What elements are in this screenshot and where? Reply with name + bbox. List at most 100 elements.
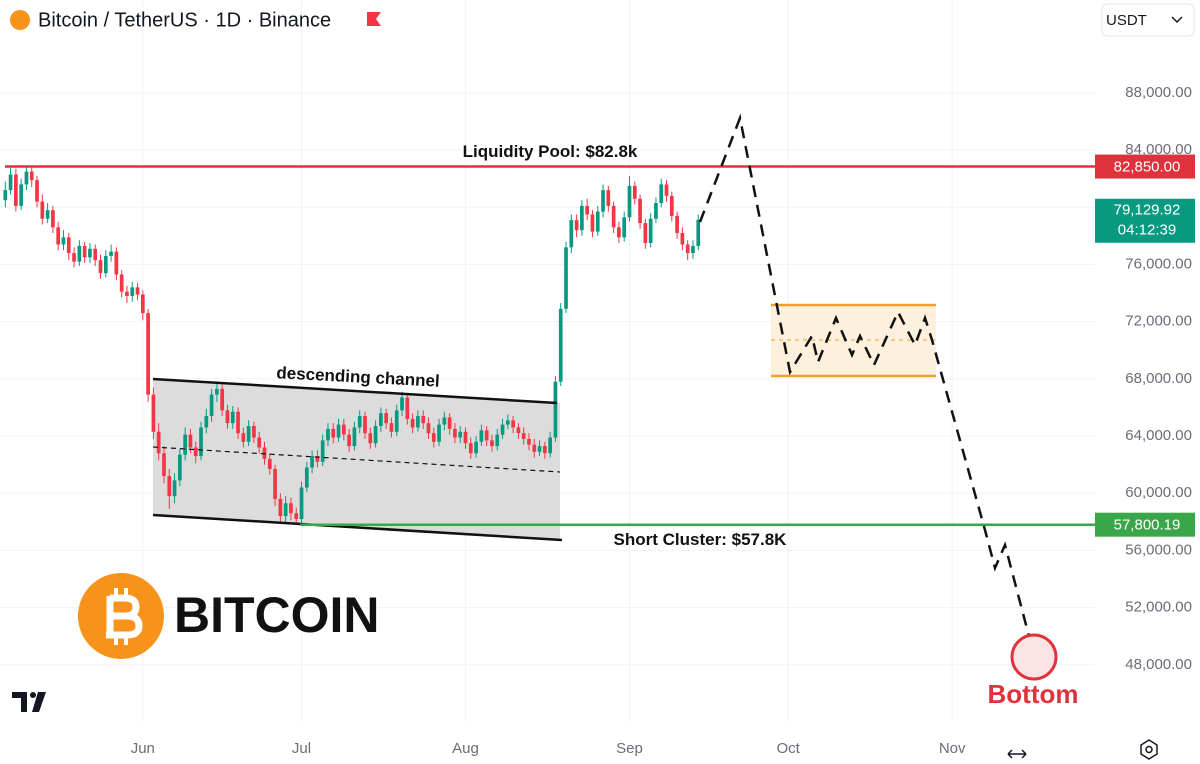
y-tick-label: 56,000.00 [1125, 541, 1192, 558]
candle-body [146, 313, 150, 395]
candle-body [130, 287, 135, 296]
candle-body [172, 480, 177, 497]
candle-body [167, 476, 172, 497]
candle-body [273, 468, 277, 499]
candle-body [220, 388, 225, 411]
candle-body [368, 433, 373, 444]
candle-body [278, 498, 283, 517]
x-tick-label: Nov [939, 740, 966, 757]
candle-body [347, 434, 351, 447]
header-icon [10, 10, 30, 30]
settings-icon[interactable] [1140, 739, 1158, 760]
candle-body [103, 255, 108, 274]
candle-body [45, 210, 50, 219]
candle-body [532, 444, 537, 452]
y-tick-label: 72,000.00 [1125, 313, 1192, 330]
candle-body [431, 433, 436, 442]
candle-body [458, 431, 463, 438]
candle-body [162, 453, 166, 477]
candle-body [617, 227, 621, 238]
candle-body [521, 433, 526, 439]
candle-body [320, 440, 325, 462]
candle-body [490, 440, 494, 447]
currency-button[interactable] [1101, 3, 1195, 37]
candle-body [77, 245, 82, 262]
candle-body [88, 248, 92, 258]
candle-body [125, 291, 129, 296]
candle-body [24, 171, 29, 185]
candle-body [199, 427, 203, 457]
x-tick-label: Sep [616, 740, 643, 757]
candle-body [93, 248, 98, 261]
candle-body [82, 245, 87, 258]
candle-body [389, 423, 394, 432]
candle-body [416, 416, 420, 428]
candle-body [336, 424, 341, 438]
logo-symbol [106, 588, 143, 645]
candle-body [405, 397, 410, 419]
candle-body [590, 214, 595, 232]
candle-body [474, 441, 478, 454]
candle-body [3, 190, 8, 201]
candle-body [267, 458, 272, 469]
scale-icon[interactable] [1007, 749, 1027, 759]
candle-body [252, 426, 256, 438]
candle-body [188, 434, 193, 448]
candle-body [246, 426, 251, 442]
candle-body [230, 411, 235, 424]
level-badge-label: 57,800.19 [1114, 517, 1181, 534]
candle-body [294, 513, 299, 519]
candle-body [426, 423, 431, 434]
candle-body [363, 416, 367, 434]
candle-body [468, 443, 473, 454]
candle-body [109, 251, 113, 256]
candle-body [463, 431, 468, 444]
candle-body [66, 237, 71, 254]
candle-body [379, 413, 383, 427]
candle-body [410, 418, 415, 428]
candle-body [61, 237, 66, 245]
candle-body [400, 397, 404, 411]
candle-body [29, 171, 34, 181]
candle-body [209, 394, 214, 417]
candle-body [204, 416, 209, 428]
bottom-label: Bottom [988, 679, 1079, 709]
flag-icon [367, 12, 381, 26]
level-text: Liquidity Pool: $82.8k [463, 142, 638, 161]
candle-body [685, 244, 690, 254]
candle-body [511, 420, 515, 428]
candle-body [8, 174, 13, 191]
levels: 82,850.00 Liquidity Pool: $82.8k 57,800.19… [5, 142, 1195, 549]
dropdown-arrow [1171, 16, 1183, 24]
bottom-circle [1010, 633, 1058, 681]
y-tick-label: 48,000.00 [1125, 656, 1192, 673]
candle-body [341, 424, 346, 435]
x-tick-label: Aug [452, 740, 479, 757]
candle-body [119, 274, 124, 292]
candle-body [289, 503, 293, 514]
y-tick-label: 76,000.00 [1125, 255, 1192, 272]
candle-body [114, 251, 119, 275]
projection-path [698, 113, 1049, 652]
candle-body [632, 185, 637, 199]
chart-title: Bitcoin / TetherUS · 1D · Binance [38, 9, 331, 31]
candle-body [516, 427, 521, 434]
candle-body [151, 394, 156, 432]
channel-area [153, 379, 560, 540]
candle-body [638, 198, 642, 224]
candle-body [447, 417, 452, 429]
candle-body [606, 190, 611, 206]
level-badge [1095, 154, 1195, 179]
candle-body [453, 428, 457, 438]
candle-body [236, 411, 240, 434]
candle-body [569, 220, 574, 248]
candle-body [178, 454, 182, 481]
candle-body [421, 416, 426, 424]
candle-body [51, 210, 55, 228]
candle-body [627, 185, 632, 218]
candle-body [537, 446, 542, 452]
candle-body [352, 427, 357, 447]
candles [3, 165, 701, 525]
y-tick-label: 64,000.00 [1125, 427, 1192, 444]
candle-body [257, 437, 262, 448]
